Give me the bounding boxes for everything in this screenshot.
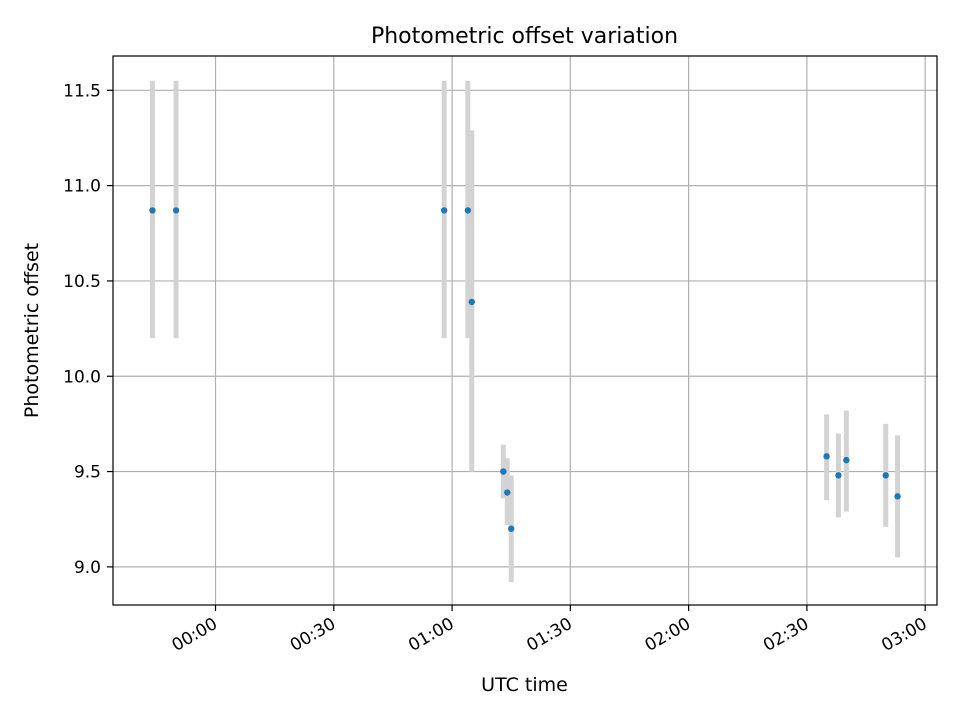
data-point	[882, 472, 889, 479]
y-tick-label: 9.0	[74, 558, 101, 578]
plot-frame	[112, 55, 938, 606]
y-axis-label: Photometric offset	[21, 243, 43, 418]
y-axis: 9.0 9.5 10.0 10.5 11.0 11.5	[63, 81, 113, 578]
y-tick-label: 11.0	[63, 177, 101, 197]
y-tick-label: 9.5	[74, 463, 101, 483]
data-point	[894, 493, 901, 500]
grid	[113, 56, 937, 605]
data-point	[172, 207, 180, 214]
data-points	[149, 207, 901, 532]
data-point	[149, 207, 156, 214]
data-point	[508, 525, 515, 532]
data-point	[843, 456, 850, 464]
data-point	[504, 489, 511, 496]
y-tick-label: 10.0	[63, 367, 101, 387]
data-point	[440, 207, 448, 214]
data-point	[835, 472, 842, 479]
x-axis-label: UTC time	[481, 674, 568, 696]
y-tick-label: 11.5	[63, 81, 101, 101]
data-point	[464, 207, 472, 214]
data-point	[468, 298, 475, 306]
data-point	[823, 453, 830, 460]
data-point	[500, 468, 507, 475]
y-tick-label: 10.5	[63, 272, 101, 292]
chart-title: Photometric offset variation	[371, 24, 678, 49]
